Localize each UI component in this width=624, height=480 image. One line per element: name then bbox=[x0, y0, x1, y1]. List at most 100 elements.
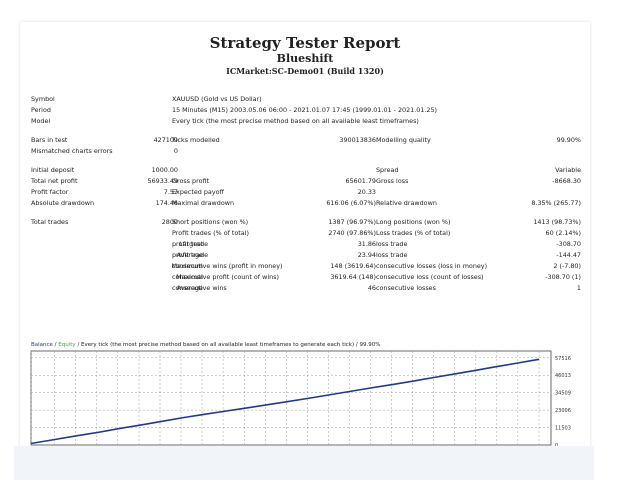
strategy-tester-report: Strategy Tester Report Blueshift ICMarke… bbox=[20, 22, 590, 462]
chart-svg: 0131247363479596712828944106011771293140… bbox=[29, 350, 571, 455]
row-model: Model Every tick (the most precise metho… bbox=[20, 116, 590, 127]
row-netprofit: Total net profit 56933.49 Gross profit 6… bbox=[20, 176, 590, 187]
spread-label: Spread bbox=[376, 166, 399, 174]
report-title: Strategy Tester Report bbox=[209, 34, 401, 52]
short-label: Short positions (won %) bbox=[172, 218, 249, 226]
profitt-label: Profit trades (% of total) bbox=[172, 229, 249, 237]
chart-legend: Balance / Equity / Every tick (the most … bbox=[31, 342, 380, 348]
quality-label: Modelling quality bbox=[376, 136, 431, 144]
y-tick-label: 46013 bbox=[555, 373, 571, 379]
balance-chart: Balance / Equity / Every tick (the most … bbox=[29, 342, 581, 460]
acl-value: 1 bbox=[576, 284, 581, 292]
symbol-label: Symbol bbox=[31, 95, 55, 103]
average2-label: Average bbox=[176, 284, 203, 292]
mismatch-label: Mismatched charts errors bbox=[31, 147, 113, 155]
y-tick-label: 57516 bbox=[555, 356, 571, 362]
model-label: Model bbox=[31, 117, 51, 125]
symbol-value: XAUUSD (Gold vs US Dollar) bbox=[172, 95, 262, 103]
bars-value: 427109 bbox=[153, 136, 178, 144]
acw-value: 46 bbox=[367, 284, 376, 292]
row-symbol: Symbol XAUUSD (Gold vs US Dollar) bbox=[20, 94, 590, 105]
alt-label: loss trade bbox=[376, 251, 408, 259]
y-tick-label: 23006 bbox=[555, 408, 571, 414]
legend-balance: Balance bbox=[31, 342, 53, 348]
losst-label: Loss trades (% of total) bbox=[376, 229, 451, 237]
deposit-value: 1000.00 bbox=[151, 166, 178, 174]
model-value: Every tick (the most precise method base… bbox=[172, 117, 419, 125]
grossloss-label: Gross loss bbox=[376, 177, 409, 185]
long-label: Long positions (won %) bbox=[376, 218, 451, 226]
mcls-label: consecutive loss (count of losses) bbox=[376, 273, 484, 281]
grossloss-value: -8668.30 bbox=[552, 177, 581, 185]
quality-value: 99.90% bbox=[556, 136, 581, 144]
apt-label: profit trade bbox=[172, 251, 209, 259]
bottom-bar bbox=[14, 446, 594, 480]
row-maximal: Maximal consecutive profit (count of win… bbox=[20, 272, 590, 283]
y-tick-label: 11503 bbox=[555, 426, 571, 432]
legend-sep: / bbox=[52, 342, 59, 348]
maximum-label: Maximum bbox=[171, 262, 204, 270]
row-bars: Bars in test 427109 Ticks modelled 39001… bbox=[20, 135, 590, 146]
reldd-value: 8.35% (265.77) bbox=[531, 199, 581, 207]
apt-value: 23.94 bbox=[357, 251, 376, 259]
pf-label: Profit factor bbox=[31, 188, 69, 196]
y-tick-label: 34509 bbox=[555, 391, 571, 397]
balance-line bbox=[30, 358, 540, 445]
deposit-label: Initial deposit bbox=[31, 166, 75, 174]
mcp-label: consecutive profit (count of wins) bbox=[172, 273, 279, 281]
trades-label: Total trades bbox=[31, 218, 69, 226]
ep-label: Expected payoff bbox=[172, 188, 224, 196]
acw-label: consecutive wins bbox=[172, 284, 227, 292]
ticks-value: 390013836 bbox=[339, 136, 376, 144]
row-maximum: Maximum consecutive wins (profit in mone… bbox=[20, 261, 590, 272]
grossprofit-label: Gross profit bbox=[172, 177, 210, 185]
trades-value: 2800 bbox=[161, 218, 178, 226]
average-label: Average bbox=[176, 251, 203, 259]
row-period: Period 15 Minutes (M15) 2003.05.06 06:00… bbox=[20, 105, 590, 116]
row-profitfactor: Profit factor 7.57 Expected payoff 20.33 bbox=[20, 187, 590, 198]
mcls-value: -308.70 (1) bbox=[545, 273, 581, 281]
netprofit-value: 56933.49 bbox=[147, 177, 179, 185]
bars-label: Bars in test bbox=[31, 136, 68, 144]
llt-value: -308.70 bbox=[556, 240, 581, 248]
row-mismatch: Mismatched charts errors 0 bbox=[20, 146, 590, 157]
grossprofit-value: 65601.79 bbox=[345, 177, 377, 185]
mcw-value: 148 (3619.64) bbox=[330, 262, 376, 270]
short-value: 1387 (96.97%) bbox=[328, 218, 376, 226]
losst-value: 60 (2.14%) bbox=[545, 229, 581, 237]
absdd-value: 174.46 bbox=[155, 199, 178, 207]
row-largest: Largest profit trade 31.86 loss trade -3… bbox=[20, 239, 590, 250]
legend-equity: Equity bbox=[58, 342, 76, 348]
row-average: Average profit trade 23.94 loss trade -1… bbox=[20, 250, 590, 261]
row-average2: Average consecutive wins 46 consecutive … bbox=[20, 283, 590, 294]
mcl-label: consecutive losses (loss in money) bbox=[376, 262, 488, 270]
expert-name: Blueshift bbox=[276, 52, 334, 65]
ep-value: 20.33 bbox=[357, 188, 376, 196]
mcp-value: 3619.64 (148) bbox=[330, 273, 376, 281]
pf-value: 7.57 bbox=[163, 188, 178, 196]
mcw-label: consecutive wins (profit in money) bbox=[172, 262, 283, 270]
alt-value: -144.47 bbox=[556, 251, 581, 259]
acl-label: consecutive losses bbox=[376, 284, 436, 292]
mcl-value: 2 (-7.80) bbox=[553, 262, 581, 270]
maxdd-value: 616.06 (6.07%) bbox=[326, 199, 376, 207]
profitt-value: 2740 (97.86%) bbox=[328, 229, 376, 237]
lpt-label: profit trade bbox=[172, 240, 209, 248]
largest-label: Largest bbox=[179, 240, 203, 248]
lpt-value: 31.86 bbox=[357, 240, 376, 248]
reldd-label: Relative drawdown bbox=[376, 199, 437, 207]
maximal-label: Maximal bbox=[176, 273, 203, 281]
period-value: 15 Minutes (M15) 2003.05.06 06:00 - 2021… bbox=[172, 106, 438, 114]
absdd-label: Absolute drawdown bbox=[31, 199, 95, 207]
period-label: Period bbox=[31, 106, 51, 114]
netprofit-label: Total net profit bbox=[31, 177, 78, 185]
row-trades: Total trades 2800 Short positions (won %… bbox=[20, 217, 590, 228]
maxdd-label: Maximal drawdown bbox=[172, 199, 235, 207]
long-value: 1413 (98.73%) bbox=[533, 218, 581, 226]
ticks-label: Ticks modelled bbox=[172, 136, 220, 144]
llt-label: loss trade bbox=[376, 240, 408, 248]
legend-desc: / Every tick (the most precise method ba… bbox=[75, 342, 381, 348]
row-profittrades: Profit trades (% of total) 2740 (97.86%)… bbox=[20, 228, 590, 239]
row-deposit: Initial deposit 1000.00 Spread Variable bbox=[20, 165, 590, 176]
row-drawdown: Absolute drawdown 174.46 Maximal drawdow… bbox=[20, 198, 590, 209]
